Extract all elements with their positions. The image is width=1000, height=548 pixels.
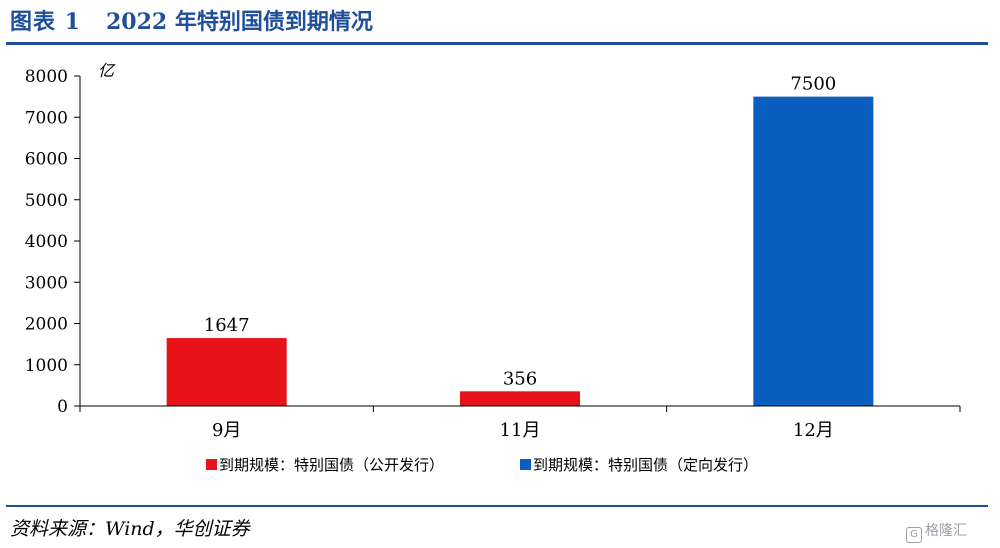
figure-label: 图表 1 (10, 9, 81, 35)
x-category-label: 9月 (212, 420, 241, 441)
y-tick-label: 5000 (25, 191, 68, 211)
bar-chart: 亿 0 1000 2000 3000 4000 5000 6000 7000 8000 1647… (25, 61, 961, 474)
watermark: G 格隆汇 (906, 520, 967, 543)
bar-value-label: 7500 (790, 74, 836, 95)
source-note: 资料来源：Wind，华创证券 (10, 518, 250, 540)
y-axis-unit: 亿 (98, 61, 116, 80)
report-header: 图表 1 2022 年特别国债到期情况 (0, 0, 1000, 46)
legend-label: 到期规模：特别国债（公开发行） (219, 456, 444, 474)
watermark-text: 格隆汇 (925, 523, 967, 539)
y-tick-label: 4000 (25, 232, 68, 252)
y-tick-label: 3000 (25, 273, 68, 293)
top-rule (6, 42, 988, 45)
legend-label: 到期规模：特别国债（定向发行） (533, 456, 758, 474)
data-labels-group: 1647 356 7500 (204, 74, 836, 390)
bar-value-label: 356 (503, 368, 537, 389)
y-tick-label: 7000 (25, 108, 68, 128)
y-axis-ticks: 0 1000 2000 3000 4000 5000 6000 7000 8000 (25, 67, 80, 417)
bar-value-label: 1647 (204, 315, 250, 336)
x-category-label: 11月 (500, 420, 541, 441)
bar (753, 96, 874, 406)
bottom-rule (6, 505, 988, 507)
watermark-logo-icon: G (906, 527, 922, 543)
y-tick-label: 1000 (25, 356, 68, 376)
y-tick-label: 8000 (25, 67, 68, 87)
x-axis-ticks: 9月 11月 12月 (79, 406, 961, 441)
legend: 到期规模：特别国债（公开发行） 到期规模：特别国债（定向发行） (206, 456, 758, 474)
legend-swatch (520, 459, 531, 470)
x-category-label: 12月 (793, 420, 834, 441)
bar (166, 338, 287, 406)
bar (460, 391, 580, 406)
y-tick-label: 0 (57, 397, 68, 417)
y-tick-label: 2000 (25, 315, 68, 335)
chart-title: 2022 年特别国债到期情况 (106, 9, 373, 35)
y-tick-label: 6000 (25, 150, 68, 170)
legend-swatch (206, 459, 217, 470)
bars-group (166, 96, 874, 406)
